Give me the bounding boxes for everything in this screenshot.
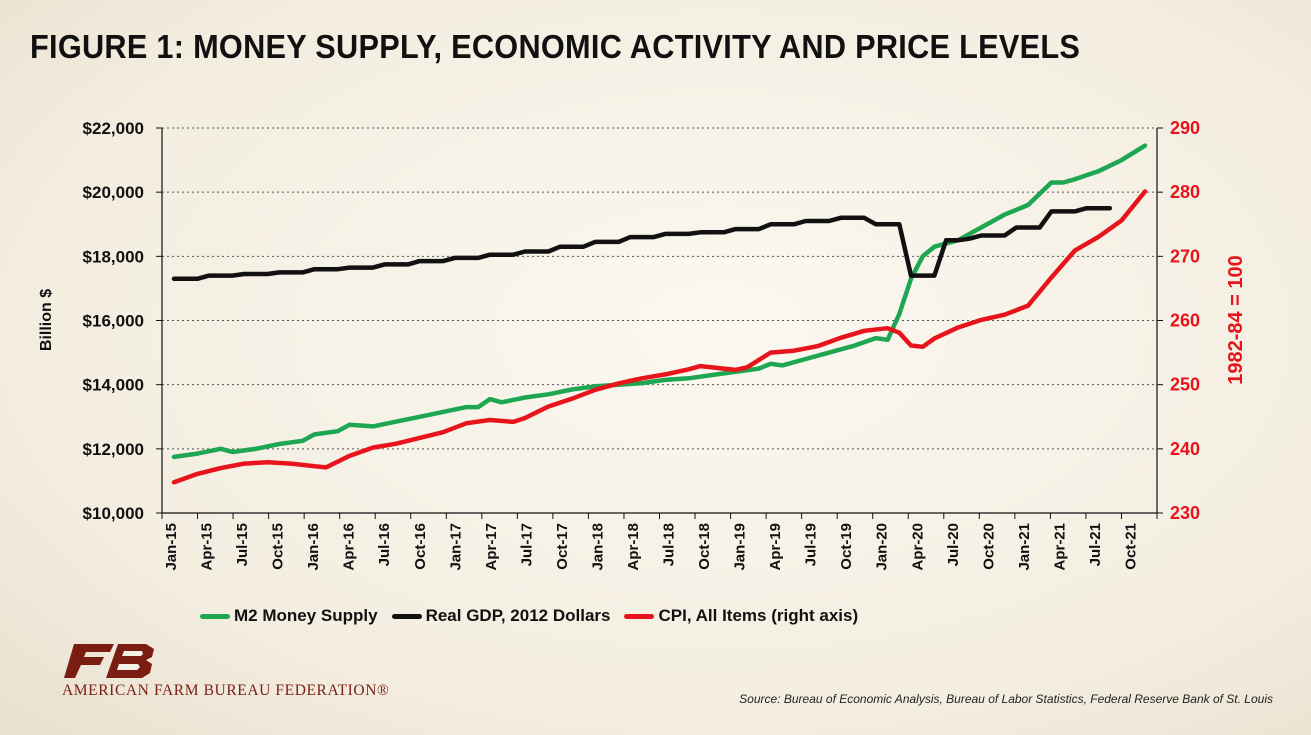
legend: M2 Money Supply Real GDP, 2012 Dollars C…: [200, 606, 858, 626]
y-tick-label-right: 260: [1170, 311, 1200, 331]
y-tick-label-left: $12,000: [83, 440, 144, 459]
x-tick-label: Jul-20: [945, 523, 962, 566]
y-axis-right-label: 1982-84 = 100: [1225, 255, 1247, 385]
y-axis-left-label: Billion $: [38, 289, 55, 351]
y-axis-left: $10,000 $12,000 $14,000 $16,000 $18,000 $20,0…: [83, 119, 162, 523]
grid-lines: [161, 127, 1158, 514]
x-tick-label: Jul-21: [1087, 523, 1104, 566]
x-tick-label: Jul-15: [234, 523, 251, 566]
legend-label-gdp: Real GDP, 2012 Dollars: [425, 606, 611, 625]
series-line-m2: [171, 143, 1148, 460]
y-tick-label-left: $14,000: [83, 376, 144, 395]
legend-label-m2: M2 Money Supply: [234, 606, 378, 625]
y-tick-label-right: 280: [1170, 182, 1200, 202]
x-tick-label: Jan-17: [447, 523, 464, 571]
source-note: Source: Bureau of Economic Analysis, Bur…: [739, 692, 1273, 706]
afbf-logo-icon: [64, 644, 154, 678]
x-tick-label: Oct-15: [270, 523, 287, 570]
x-tick-label: Apr-15: [199, 523, 216, 571]
y-tick-label-left: $16,000: [83, 312, 144, 331]
series-line-gdp: [171, 205, 1113, 282]
x-tick-label: Jan-15: [163, 523, 180, 571]
x-tick-label: Jan-18: [589, 523, 606, 571]
x-tick-label: Apr-20: [909, 523, 926, 571]
y-tick-label-right: 290: [1170, 118, 1200, 138]
legend-item-gdp: Real GDP, 2012 Dollars: [391, 606, 611, 626]
y-tick-label-left: $20,000: [83, 183, 144, 202]
legend-swatch-cpi: [624, 613, 655, 619]
y-axis-right: 230 240 250 260 270 280 290: [1157, 118, 1200, 523]
x-tick-label: Jul-17: [518, 523, 535, 566]
x-tick-label: Jan-21: [1016, 523, 1033, 571]
y-tick-label-right: 250: [1170, 375, 1200, 395]
y-tick-label-right: 270: [1170, 246, 1200, 266]
x-tick-label: Jan-20: [874, 523, 891, 571]
legend-item-cpi: CPI, All Items (right axis): [624, 606, 858, 626]
y-tick-label-left: $22,000: [83, 119, 144, 138]
x-tick-label: Oct-21: [1122, 523, 1139, 570]
y-tick-label-right: 240: [1170, 439, 1200, 459]
y-tick-label-right: 230: [1170, 503, 1200, 523]
x-tick-label: Jul-16: [376, 523, 393, 566]
x-tick-label: Jul-18: [661, 523, 678, 566]
x-tick-label: Oct-20: [980, 523, 997, 570]
series-group: [171, 143, 1148, 485]
x-tick-label: Jan-19: [732, 523, 749, 571]
x-tick-label: Apr-19: [767, 523, 784, 571]
x-axis: Jan-15 Apr-15 Jul-15 Oct-15 Jan-16 Apr-16 Jul-…: [161, 513, 1158, 571]
x-tick-label: Apr-16: [341, 523, 358, 571]
y-tick-label-left: $18,000: [83, 247, 144, 266]
y-tick-label-left: $10,000: [83, 504, 144, 523]
x-tick-label: Oct-17: [554, 523, 571, 570]
legend-label-cpi: CPI, All Items (right axis): [658, 606, 859, 625]
legend-swatch-m2: [200, 613, 230, 619]
chart: $10,000 $12,000 $14,000 $16,000 $18,000 $20,0…: [38, 118, 1247, 571]
legend-item-m2: M2 Money Supply: [200, 606, 378, 626]
page-title: FIGURE 1: MONEY SUPPLY, ECONOMIC ACTIVIT…: [30, 28, 1081, 65]
x-tick-label: Oct-18: [696, 523, 713, 570]
x-tick-label: Oct-19: [838, 523, 855, 570]
legend-swatch-gdp: [391, 613, 422, 619]
series-line-cpi: [171, 189, 1148, 485]
x-tick-label: Oct-16: [412, 523, 429, 570]
logo-text: AMERICAN FARM BUREAU FEDERATION®: [62, 682, 390, 699]
x-tick-label: Apr-18: [625, 523, 642, 571]
x-tick-label: Apr-17: [483, 523, 500, 571]
x-tick-label: Jan-16: [305, 523, 322, 571]
x-tick-label: Jul-19: [803, 523, 820, 566]
x-tick-label: Apr-21: [1051, 523, 1068, 571]
